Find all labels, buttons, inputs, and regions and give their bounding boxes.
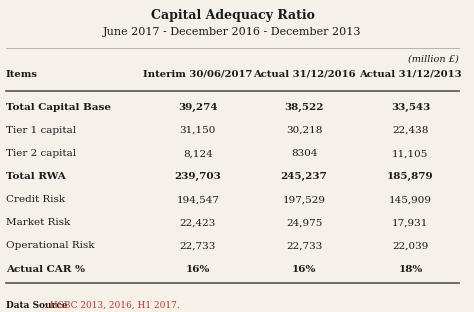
- Text: 22,733: 22,733: [180, 241, 216, 251]
- Text: Credit Risk: Credit Risk: [6, 195, 65, 204]
- Text: 22,423: 22,423: [180, 218, 216, 227]
- Text: (million £): (million £): [408, 55, 459, 64]
- Text: 18%: 18%: [398, 265, 422, 274]
- Text: 239,703: 239,703: [174, 172, 221, 181]
- Text: Interim 30/06/2017: Interim 30/06/2017: [143, 70, 253, 79]
- Text: Items: Items: [6, 70, 38, 79]
- Text: 24,975: 24,975: [286, 218, 322, 227]
- Text: Capital Adequacy Ratio: Capital Adequacy Ratio: [151, 9, 314, 22]
- Text: : HSBC 2013, 2016, H1 2017.: : HSBC 2013, 2016, H1 2017.: [45, 301, 180, 310]
- Text: 33,543: 33,543: [391, 103, 430, 112]
- Text: Total Capital Base: Total Capital Base: [6, 103, 111, 112]
- Text: Tier 1 capital: Tier 1 capital: [6, 126, 76, 135]
- Text: 185,879: 185,879: [387, 172, 434, 181]
- Text: 11,105: 11,105: [392, 149, 428, 158]
- Text: 197,529: 197,529: [283, 195, 326, 204]
- Text: 31,150: 31,150: [180, 126, 216, 135]
- Text: Actual 31/12/2016: Actual 31/12/2016: [253, 70, 356, 79]
- Text: 38,522: 38,522: [284, 103, 324, 112]
- Text: 22,733: 22,733: [286, 241, 322, 251]
- Text: June 2017 - December 2016 - December 2013: June 2017 - December 2016 - December 201…: [103, 27, 362, 37]
- Text: 30,218: 30,218: [286, 126, 322, 135]
- Text: Data Source: Data Source: [6, 301, 67, 310]
- Text: Total RWA: Total RWA: [6, 172, 66, 181]
- Text: Operational Risk: Operational Risk: [6, 241, 94, 251]
- Text: 16%: 16%: [186, 265, 210, 274]
- Text: Actual 31/12/2013: Actual 31/12/2013: [359, 70, 462, 79]
- Text: 8,124: 8,124: [183, 149, 213, 158]
- Text: 194,547: 194,547: [176, 195, 219, 204]
- Text: 8304: 8304: [291, 149, 318, 158]
- Text: 22,039: 22,039: [392, 241, 428, 251]
- Text: 245,237: 245,237: [281, 172, 328, 181]
- Text: Tier 2 capital: Tier 2 capital: [6, 149, 76, 158]
- Text: 22,438: 22,438: [392, 126, 428, 135]
- Text: 39,274: 39,274: [178, 103, 218, 112]
- Text: 145,909: 145,909: [389, 195, 432, 204]
- Text: Market Risk: Market Risk: [6, 218, 70, 227]
- Text: 17,931: 17,931: [392, 218, 428, 227]
- Text: 16%: 16%: [292, 265, 316, 274]
- Text: Actual CAR %: Actual CAR %: [6, 265, 85, 274]
